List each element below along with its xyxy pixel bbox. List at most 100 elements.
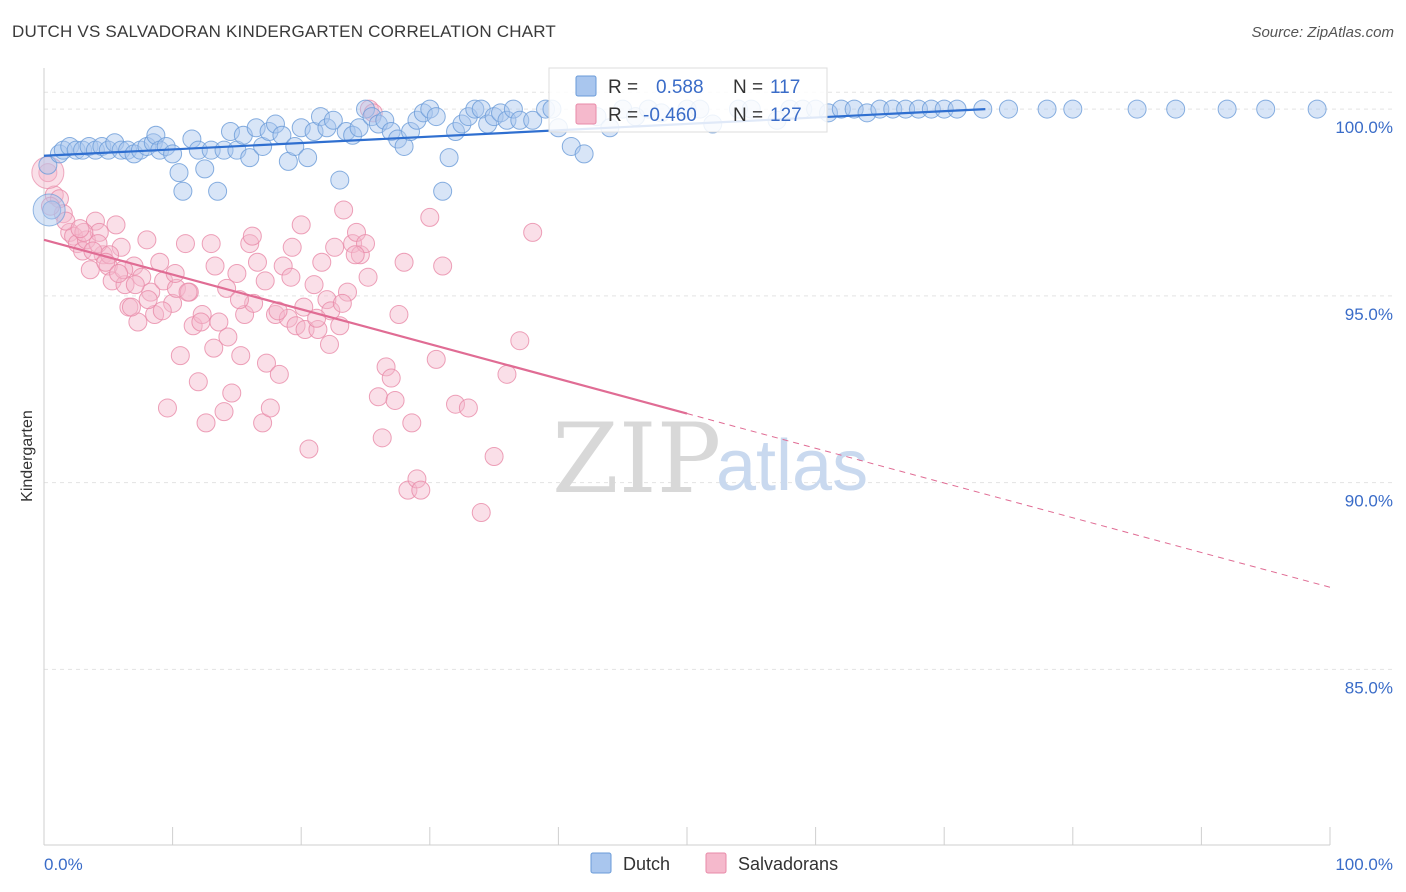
dutch-point	[220, 122, 240, 142]
x-tick-label: 100.0%	[1335, 855, 1393, 874]
salvadorans-point	[231, 346, 251, 366]
salv-r-label: R =	[608, 105, 638, 126]
salvadorans-point	[471, 503, 491, 523]
stats-legend: R = 0.588 N = 117 R = -0.460 N = 127	[548, 67, 828, 133]
watermark-zip: ZIP	[552, 403, 721, 515]
dutch-point	[413, 103, 433, 123]
dutch-point	[143, 133, 163, 153]
dutch-point	[844, 99, 864, 119]
dutch-point	[452, 114, 472, 134]
x-tick-labels: 0.0% 100.0%	[44, 855, 1393, 874]
watermark-atlas: atlas	[716, 426, 868, 506]
salvadorans-point	[175, 234, 195, 254]
dutch-point	[1307, 99, 1327, 119]
dutch-point	[381, 122, 401, 142]
salvadorans-point	[497, 364, 517, 384]
salvadorans-point	[152, 301, 172, 321]
dutch-point	[330, 170, 350, 190]
salvadorans-point	[281, 267, 301, 287]
salvadorans-point	[334, 200, 354, 220]
salv-r-value: -0.460	[643, 105, 697, 126]
salvadorans-point	[376, 357, 396, 377]
salvadorans-point	[337, 282, 357, 302]
dutch-swatch	[575, 75, 597, 97]
dutch-point	[420, 99, 440, 119]
dutch-point	[1166, 99, 1186, 119]
dutch-point	[285, 136, 305, 156]
salvadorans-point	[268, 301, 288, 321]
salvadorans-point	[111, 237, 131, 257]
salvadorans-point	[240, 234, 260, 254]
dutch-trend-line	[43, 107, 986, 157]
salvadorans-point	[74, 222, 94, 242]
x-tick-label: 0.0%	[44, 855, 83, 874]
salvadorans-point	[407, 469, 427, 489]
y-tick-labels: 85.0% 90.0% 95.0% 100.0%	[1335, 118, 1393, 697]
salvadorans-point	[385, 390, 405, 410]
dutch-r-value: 0.588	[656, 77, 704, 98]
salvadorans-point	[85, 211, 105, 231]
legend-salv-label: Salvadorans	[738, 854, 838, 874]
dutch-point	[439, 148, 459, 168]
dutch-point	[246, 118, 266, 138]
salvadorans-point	[411, 480, 431, 500]
dutch-point	[433, 181, 453, 201]
dutch-point	[1037, 99, 1057, 119]
dutch-point	[1256, 99, 1276, 119]
salvadorans-point	[345, 245, 365, 265]
dutch-point	[484, 107, 504, 127]
salvadorans-point	[433, 256, 453, 276]
series-legend: Dutch Salvadorans	[590, 852, 838, 874]
y-axis-title: Kindergarten	[19, 410, 36, 502]
dutch-point	[356, 99, 375, 119]
dutch-point	[298, 148, 318, 168]
salvadorans-point	[269, 364, 289, 384]
salvadorans-point	[312, 252, 332, 272]
dutch-point	[1063, 99, 1083, 119]
dutch-point	[1217, 99, 1237, 119]
dutch-point	[503, 99, 523, 119]
salvadorans-point	[115, 275, 135, 295]
salvadorans-point	[253, 413, 273, 433]
salvadorans-point	[256, 353, 276, 373]
salvadorans-point	[170, 346, 190, 366]
salvadorans-point	[132, 267, 152, 287]
dutch-point	[173, 181, 193, 201]
salv-swatch	[575, 103, 597, 125]
salvadorans-point	[358, 267, 378, 287]
salvadorans-point	[332, 293, 352, 313]
dutch-point	[523, 110, 543, 130]
dutch-point	[407, 110, 427, 130]
salvadorans-point	[125, 275, 145, 295]
dutch-point	[362, 107, 382, 127]
salvadorans-point	[426, 349, 446, 369]
salvadorans-point	[372, 428, 392, 448]
dutch-point	[317, 118, 337, 138]
dutch-point	[240, 148, 260, 168]
dutch-n-label: N =	[733, 77, 763, 98]
salvadorans-point	[38, 163, 58, 183]
dutch-point	[163, 144, 183, 164]
dutch-point	[491, 103, 511, 123]
salvadorans-point	[304, 275, 324, 295]
dutch-point	[291, 118, 311, 138]
dutch-point	[1127, 99, 1147, 119]
salvadorans-trend-line	[43, 238, 688, 415]
salvadorans-point	[137, 230, 157, 250]
dutch-point	[42, 200, 62, 220]
y-tick-label: 85.0%	[1345, 678, 1393, 697]
salvadorans-point	[222, 383, 242, 403]
legend-dutch-label: Dutch	[623, 854, 670, 874]
salvadorans-point	[265, 305, 285, 325]
salvadorans-point	[523, 222, 543, 242]
dutch-point	[195, 159, 215, 179]
salvadorans-point	[278, 308, 298, 328]
salvadorans-point	[389, 305, 409, 325]
salvadorans-trend-extension	[686, 413, 1331, 588]
legend-salv-swatch	[705, 852, 727, 874]
salvadorans-point	[484, 447, 504, 466]
salvadorans-point	[80, 260, 100, 280]
dutch-point	[259, 122, 279, 142]
salvadorans-point	[260, 398, 280, 418]
salvadorans-point	[247, 252, 267, 272]
